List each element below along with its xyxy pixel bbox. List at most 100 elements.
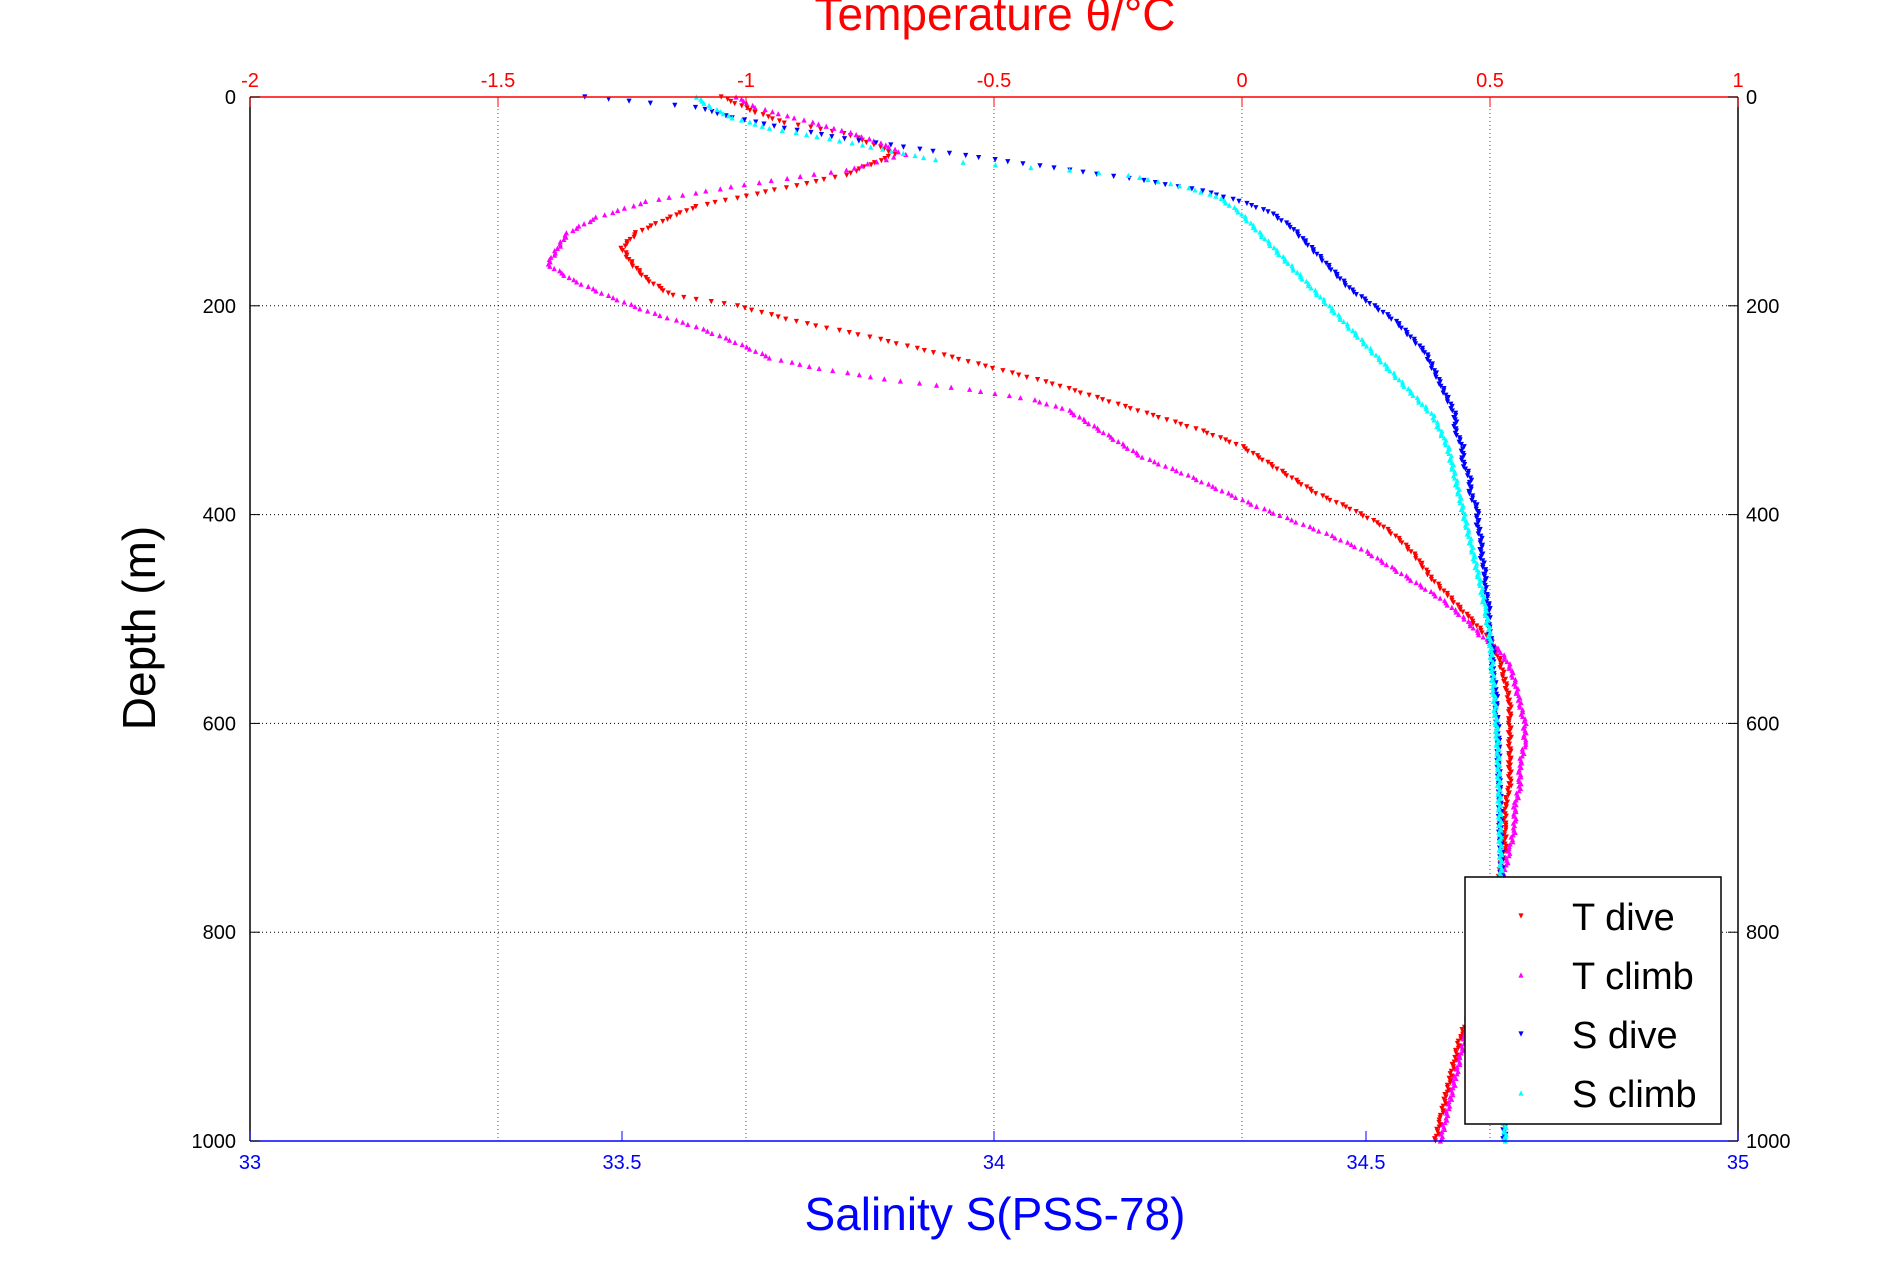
data-point <box>1443 1108 1449 1114</box>
data-point <box>769 109 775 115</box>
data-point <box>845 370 851 376</box>
data-point <box>664 315 670 321</box>
data-point <box>1332 535 1338 541</box>
data-point <box>1028 164 1034 171</box>
data-point <box>1111 173 1117 179</box>
data-point <box>632 303 638 310</box>
data-point <box>1051 165 1057 171</box>
top-tick-label: 0.5 <box>1476 70 1504 92</box>
data-point <box>921 347 927 354</box>
data-point <box>775 314 781 320</box>
data-point <box>626 256 632 263</box>
data-point <box>1491 712 1497 718</box>
data-point <box>752 110 758 116</box>
data-point <box>681 294 687 301</box>
data-point <box>1487 647 1493 653</box>
data-point <box>602 212 608 218</box>
data-point <box>1474 573 1480 580</box>
data-point <box>720 111 726 117</box>
data-point <box>1502 866 1508 873</box>
data-point <box>1069 409 1075 416</box>
data-point <box>1316 528 1322 534</box>
data-point <box>1515 769 1522 775</box>
data-point <box>1416 399 1422 405</box>
data-point <box>885 144 892 150</box>
data-point <box>615 207 621 213</box>
data-point <box>1396 377 1402 383</box>
data-point <box>1071 412 1077 418</box>
data-point <box>1310 249 1317 255</box>
data-point <box>1314 251 1320 257</box>
data-point <box>664 216 671 222</box>
data-point <box>590 216 596 222</box>
data-point <box>637 306 643 312</box>
data-point <box>1389 564 1395 570</box>
data-point <box>1474 623 1480 629</box>
data-point <box>551 265 557 272</box>
data-point <box>1466 533 1472 539</box>
data-point <box>1488 657 1494 663</box>
data-point <box>561 272 567 278</box>
grid <box>250 97 1738 1141</box>
data-point <box>814 134 820 140</box>
data-point <box>830 367 836 374</box>
data-point <box>789 359 795 365</box>
data-point <box>881 376 887 382</box>
data-point <box>1455 488 1461 495</box>
data-point <box>893 341 899 347</box>
data-point <box>967 386 973 392</box>
data-point <box>1096 170 1102 176</box>
data-point <box>1431 579 1437 585</box>
legend-marker <box>1518 1031 1524 1037</box>
data-point <box>818 131 825 138</box>
data-point <box>1096 427 1102 433</box>
data-point <box>1218 195 1224 202</box>
data-point <box>868 144 874 150</box>
data-point <box>1413 579 1419 586</box>
data-point <box>804 181 810 187</box>
data-point <box>1294 269 1300 275</box>
data-point <box>880 146 886 152</box>
data-point <box>642 198 649 204</box>
data-point <box>1037 399 1043 405</box>
data-point <box>1500 674 1506 680</box>
data-point <box>1453 1075 1459 1081</box>
data-point <box>1283 473 1290 479</box>
data-point <box>1451 1066 1457 1072</box>
data-point <box>1415 397 1422 403</box>
data-point <box>718 109 724 115</box>
data-point <box>1428 576 1434 583</box>
data-point <box>1100 429 1106 436</box>
data-point <box>831 125 837 131</box>
data-point <box>1513 808 1519 815</box>
top-axis-title: Temperature θ/°C <box>815 0 1176 40</box>
data-point <box>1388 531 1394 537</box>
data-point <box>704 328 711 334</box>
data-point <box>1479 599 1485 605</box>
tick-labels: -2 -1.5 -1 -0.5 0 0.5 1 33 33.5 34 34.5 35 0 0 200 200 4… <box>192 70 1791 1174</box>
data-point <box>570 227 576 234</box>
data-point <box>1492 728 1498 735</box>
data-point <box>1380 524 1387 530</box>
left-tick-label: 800 <box>203 922 236 944</box>
data-point <box>1499 852 1505 858</box>
data-point <box>1490 687 1496 693</box>
data-point <box>1329 532 1335 539</box>
data-point <box>634 265 640 272</box>
data-point <box>1162 463 1169 469</box>
data-point <box>660 218 666 225</box>
data-point <box>1461 616 1467 622</box>
data-point <box>1139 454 1145 460</box>
data-point <box>1304 484 1310 490</box>
data-point <box>1523 730 1529 736</box>
data-point <box>1252 227 1259 233</box>
data-point <box>1259 457 1265 463</box>
data-point <box>1419 401 1425 407</box>
data-point <box>1405 385 1411 392</box>
data-point <box>1347 506 1353 512</box>
data-point <box>1082 418 1088 424</box>
data-point <box>1457 1061 1463 1068</box>
top-tick-label: -0.5 <box>977 70 1011 92</box>
data-point <box>1495 791 1501 797</box>
data-point <box>975 361 982 367</box>
